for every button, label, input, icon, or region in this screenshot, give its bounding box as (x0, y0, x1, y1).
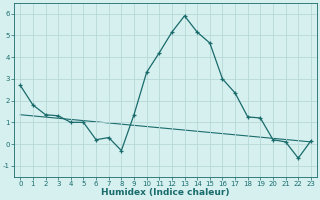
X-axis label: Humidex (Indice chaleur): Humidex (Indice chaleur) (101, 188, 230, 197)
